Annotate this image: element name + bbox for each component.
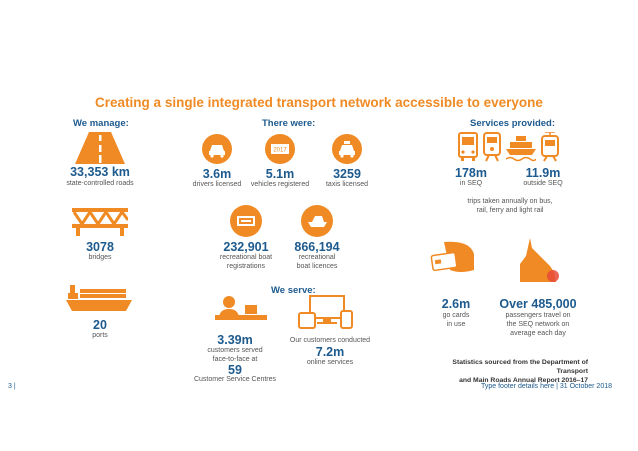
boat-licences-label-1: recreational xyxy=(298,254,336,261)
online-label: Our customers conducted xyxy=(289,337,371,344)
centres-value: 59 xyxy=(228,363,242,377)
ship-icon xyxy=(66,283,132,313)
ferry-icon xyxy=(506,134,536,162)
roads-value: 33,353 km xyxy=(70,165,130,179)
taxis-value: 3259 xyxy=(333,167,361,181)
bridges-value: 3078 xyxy=(86,240,114,254)
trips-desc-2: rail, ferry and light rail xyxy=(476,207,544,214)
passengers-label-1: passengers travel on xyxy=(505,312,571,319)
bridge-icon xyxy=(72,208,128,236)
train-icon xyxy=(483,132,501,162)
passengers-label-3: average each day xyxy=(510,330,566,337)
centres-label: Customer Service Centres xyxy=(193,376,277,383)
heading-services-provided: Services provided: xyxy=(470,118,556,129)
vehicles-label: vehicles registered xyxy=(250,181,310,188)
ports-value: 20 xyxy=(93,318,107,332)
light-rail-icon xyxy=(540,132,560,162)
boat-registrations-value: 232,901 xyxy=(223,240,269,254)
car-icon xyxy=(202,134,232,164)
go-cards-label-2: in use xyxy=(446,321,466,328)
boat-registration-icon xyxy=(230,205,262,237)
road-icon xyxy=(75,132,125,164)
boat-licences-label-2: boat licences xyxy=(296,263,338,270)
trips-desc-1: trips taken annually on bus, xyxy=(467,198,553,205)
heading-we-manage: We manage: xyxy=(73,118,129,129)
go-cards-label-1: go cards xyxy=(442,312,470,319)
seq-trips-value: 178m xyxy=(455,166,487,180)
queensland-map-icon xyxy=(516,238,560,284)
customer-service-icon xyxy=(215,295,267,323)
page-title: Creating a single integrated transport n… xyxy=(95,95,543,110)
registration-plate-icon: 2017 xyxy=(265,134,295,164)
ports-label: ports xyxy=(92,332,108,339)
go-card-icon xyxy=(430,240,476,278)
seq-trips-label: in SEQ xyxy=(459,180,483,187)
passengers-value: Over 485,000 xyxy=(499,297,577,311)
outside-trips-label: outside SEQ xyxy=(523,180,563,187)
go-cards-value: 2.6m xyxy=(441,297,471,311)
footer-details: Type footer details here | 31 October 20… xyxy=(480,383,612,390)
page-number: 3 | xyxy=(8,383,16,390)
customers-label-1: customers served xyxy=(207,347,263,354)
customers-label-2: face-to-face at xyxy=(212,356,258,363)
boat-registrations-label-2: registrations xyxy=(226,263,266,270)
boat-registrations-label-1: recreational boat xyxy=(219,254,273,261)
source-note: Statistics sourced from the Department o… xyxy=(430,358,588,385)
source-line-1: Statistics sourced from the Department o… xyxy=(452,359,588,375)
devices-icon xyxy=(298,295,354,329)
taxi-icon xyxy=(332,134,362,164)
taxis-label: taxis licensed xyxy=(325,181,369,188)
source-line-2: and Main Roads Annual Report 2016–17 xyxy=(459,377,588,384)
roads-label: state-controlled roads xyxy=(66,180,134,187)
customers-value: 3.39m xyxy=(217,333,253,347)
online-value: 7.2m xyxy=(315,345,345,359)
outside-trips-value: 11.9m xyxy=(525,166,561,180)
online-services-label: online services xyxy=(306,359,354,366)
svg-text:2017: 2017 xyxy=(273,148,287,154)
boat-licence-icon xyxy=(301,205,333,237)
bus-icon xyxy=(458,132,478,162)
passengers-label-2: the SEQ network on xyxy=(506,321,570,328)
vehicles-value: 5.1m xyxy=(265,167,295,181)
heading-there-were: There were: xyxy=(262,118,316,129)
boat-licences-value: 866,194 xyxy=(294,240,340,254)
bridges-label: bridges xyxy=(88,254,112,261)
heading-we-serve: We serve: xyxy=(271,285,316,296)
drivers-value: 3.6m xyxy=(202,167,232,181)
drivers-label: drivers licensed xyxy=(192,181,242,188)
